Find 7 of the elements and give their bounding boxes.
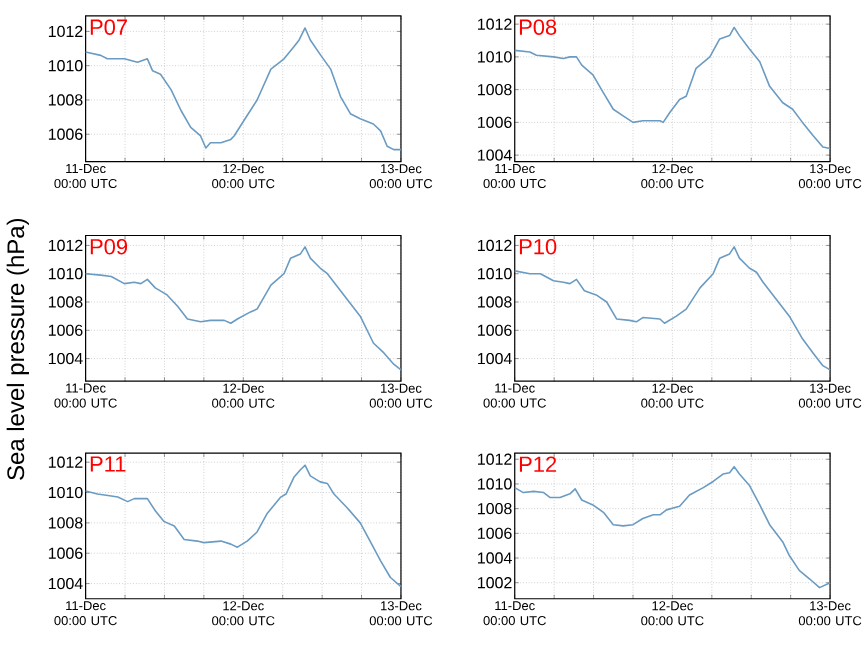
chart-title: P09 [90,238,128,255]
chart-title: P07 [90,19,127,35]
chart-title: P11 [90,456,126,472]
y-axis-title: Sea level pressure (hPa) [6,218,29,480]
chart-title: P12 [519,456,557,472]
chart-title: P08 [519,19,557,35]
chart-title: P10 [519,238,557,255]
